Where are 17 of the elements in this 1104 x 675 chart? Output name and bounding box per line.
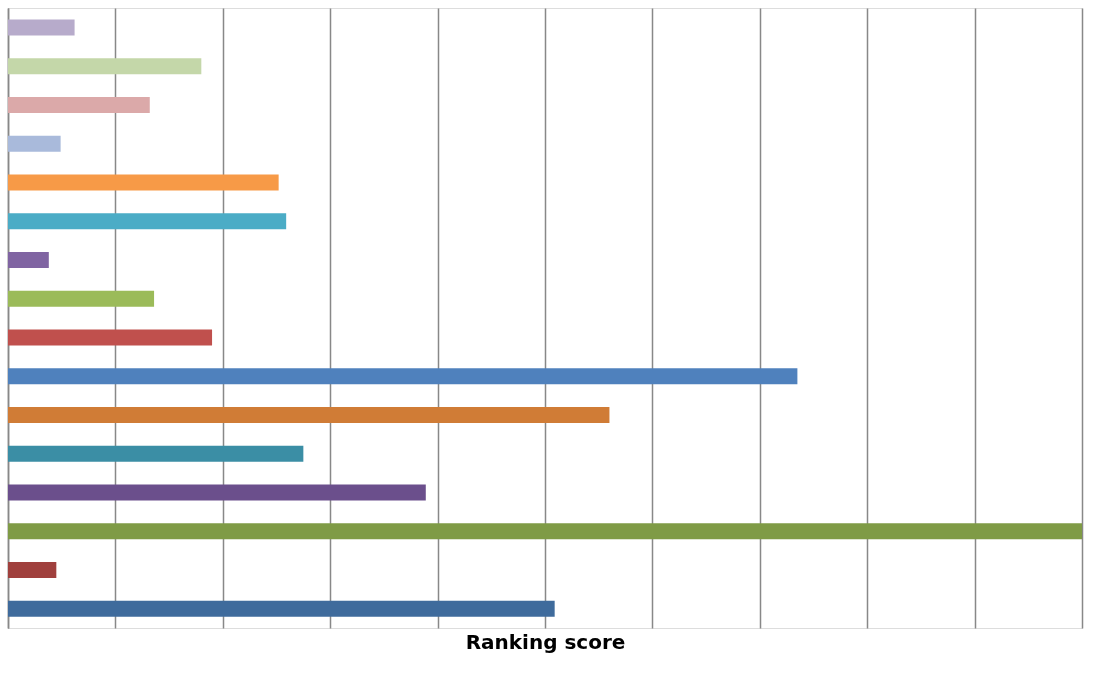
bar xyxy=(8,213,287,230)
x-axis-title: Ranking score xyxy=(465,629,626,654)
bar xyxy=(8,368,798,385)
bar xyxy=(8,445,304,462)
bar xyxy=(8,406,610,423)
bar xyxy=(8,174,279,191)
bar xyxy=(8,329,213,346)
bar xyxy=(8,561,57,578)
bar xyxy=(8,290,155,307)
bar xyxy=(8,58,202,75)
bar xyxy=(8,523,1082,540)
bar xyxy=(8,96,150,113)
bar xyxy=(8,135,61,152)
bar xyxy=(8,600,555,617)
bar xyxy=(8,19,75,36)
bar xyxy=(8,484,426,501)
bar xyxy=(8,251,49,268)
